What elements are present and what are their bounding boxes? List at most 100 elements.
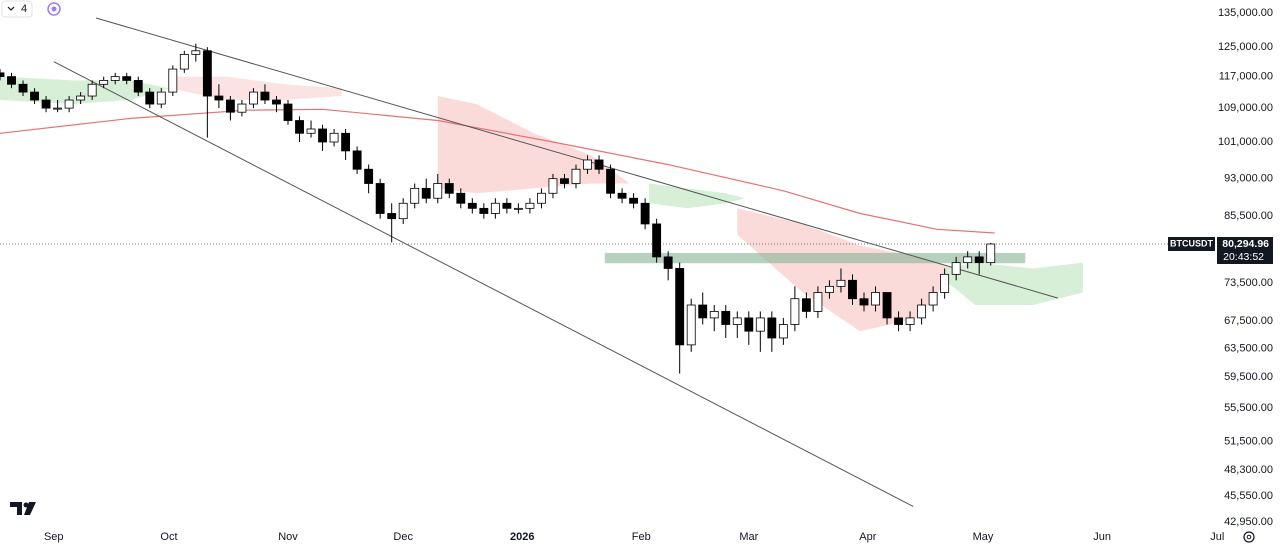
plot: 135,000.00 125,000.00 117,000.00 109,000.00… — [0, 7, 1273, 543]
chevron — [7, 6, 15, 11]
candle-body — [329, 132, 339, 143]
x-tick-label: Sep — [44, 531, 64, 543]
candle-body — [191, 50, 201, 55]
x-tick-label: Apr — [859, 531, 876, 543]
candle-body — [156, 91, 166, 105]
candle-body — [825, 285, 834, 293]
candle-body — [663, 256, 673, 269]
y-tick-label: 55,500.00 — [1224, 402, 1273, 414]
countdown-label: 20:43:52 — [1223, 251, 1264, 263]
x-tick-label: Jun — [1093, 531, 1111, 543]
candle-body — [594, 159, 604, 170]
candle-body — [790, 298, 800, 325]
candle-body — [398, 202, 408, 220]
candle-body — [260, 91, 270, 101]
x-tick-label: Nov — [278, 531, 298, 543]
candle-body — [871, 292, 880, 306]
candle-body — [18, 83, 28, 93]
candle-body — [537, 192, 546, 204]
candle-body — [813, 292, 823, 312]
candle-body — [571, 168, 581, 184]
candle-body — [525, 202, 535, 209]
candle-body — [640, 202, 650, 225]
x-tick-label: 2026 — [510, 531, 534, 543]
candle-body — [732, 317, 742, 325]
cloud — [169, 76, 342, 100]
trend-line — [53, 61, 914, 507]
candle-body — [848, 279, 857, 300]
candle-body — [675, 268, 685, 346]
candle-body — [444, 183, 454, 194]
candle-body — [928, 292, 938, 306]
candle-body — [963, 256, 973, 264]
candle-body — [560, 178, 569, 184]
candle-body — [917, 304, 927, 319]
y-tick-label: 42,950.00 — [1224, 516, 1273, 528]
candle-body — [721, 311, 731, 325]
candle-body — [905, 317, 915, 325]
x-tick-label: Oct — [160, 531, 177, 543]
trend-line — [95, 17, 1059, 299]
candle-body — [894, 317, 903, 325]
x-tick-label: Feb — [632, 531, 651, 543]
support-zone — [604, 252, 1026, 264]
candle-body — [836, 279, 846, 287]
candle-body — [168, 68, 178, 93]
logo-part — [24, 502, 36, 515]
cloud — [437, 96, 630, 194]
candle-body — [974, 256, 984, 264]
candle-body — [76, 95, 86, 101]
candle-body — [502, 202, 512, 209]
y-tick-label: 135,000.00 — [1218, 7, 1273, 19]
candle-body — [341, 132, 351, 152]
candle-body — [479, 207, 489, 214]
candle-body — [145, 91, 155, 105]
y-tick-label: 73,500.00 — [1224, 277, 1273, 289]
y-tick-label: 48,300.00 — [1224, 464, 1273, 476]
candle-body — [387, 213, 397, 220]
y-tick-label: 45,550.00 — [1224, 490, 1273, 502]
price-box — [1217, 237, 1273, 265]
candle-body — [617, 192, 627, 199]
symbol-box — [1168, 237, 1215, 252]
candle-body — [53, 107, 63, 110]
gear-center — [1246, 534, 1252, 540]
y-tick-label: 101,000.00 — [1218, 136, 1273, 148]
x-tick-label: Mar — [739, 531, 758, 543]
candle-body — [41, 99, 51, 109]
y-tick-label: 125,000.00 — [1218, 41, 1273, 53]
candle-body — [755, 317, 765, 332]
candle-body — [179, 53, 189, 70]
candle-body — [698, 304, 708, 319]
candle-body — [375, 183, 385, 214]
interval-box[interactable] — [1, 0, 33, 18]
candle-body — [490, 202, 500, 214]
toolbar: 4 — [1, 0, 61, 18]
candle-body — [629, 197, 639, 204]
candle-body — [456, 192, 466, 204]
candle-body — [7, 76, 16, 85]
candle-body — [237, 103, 247, 113]
y-tick-label: 51,500.00 — [1224, 435, 1273, 447]
candle-body — [364, 168, 374, 184]
candle-body — [940, 273, 950, 293]
cloud — [737, 208, 957, 332]
candle-body — [225, 99, 235, 113]
candle-body — [583, 159, 592, 170]
candle-body — [318, 128, 327, 143]
toolbar-label: 4 — [21, 3, 27, 15]
candle-body — [859, 298, 869, 306]
x-tick-label: May — [973, 531, 994, 543]
candle-body — [513, 207, 523, 210]
gear-icon[interactable] — [1243, 531, 1255, 543]
candle-body — [652, 223, 662, 258]
candle-body — [249, 91, 258, 105]
candle-body — [801, 298, 811, 312]
candle-body — [744, 317, 754, 332]
candle-body — [548, 178, 558, 194]
candle-body — [882, 292, 892, 319]
candle-body — [0, 72, 5, 78]
cloud — [649, 183, 745, 209]
y-tick-label: 63,500.00 — [1224, 342, 1273, 354]
